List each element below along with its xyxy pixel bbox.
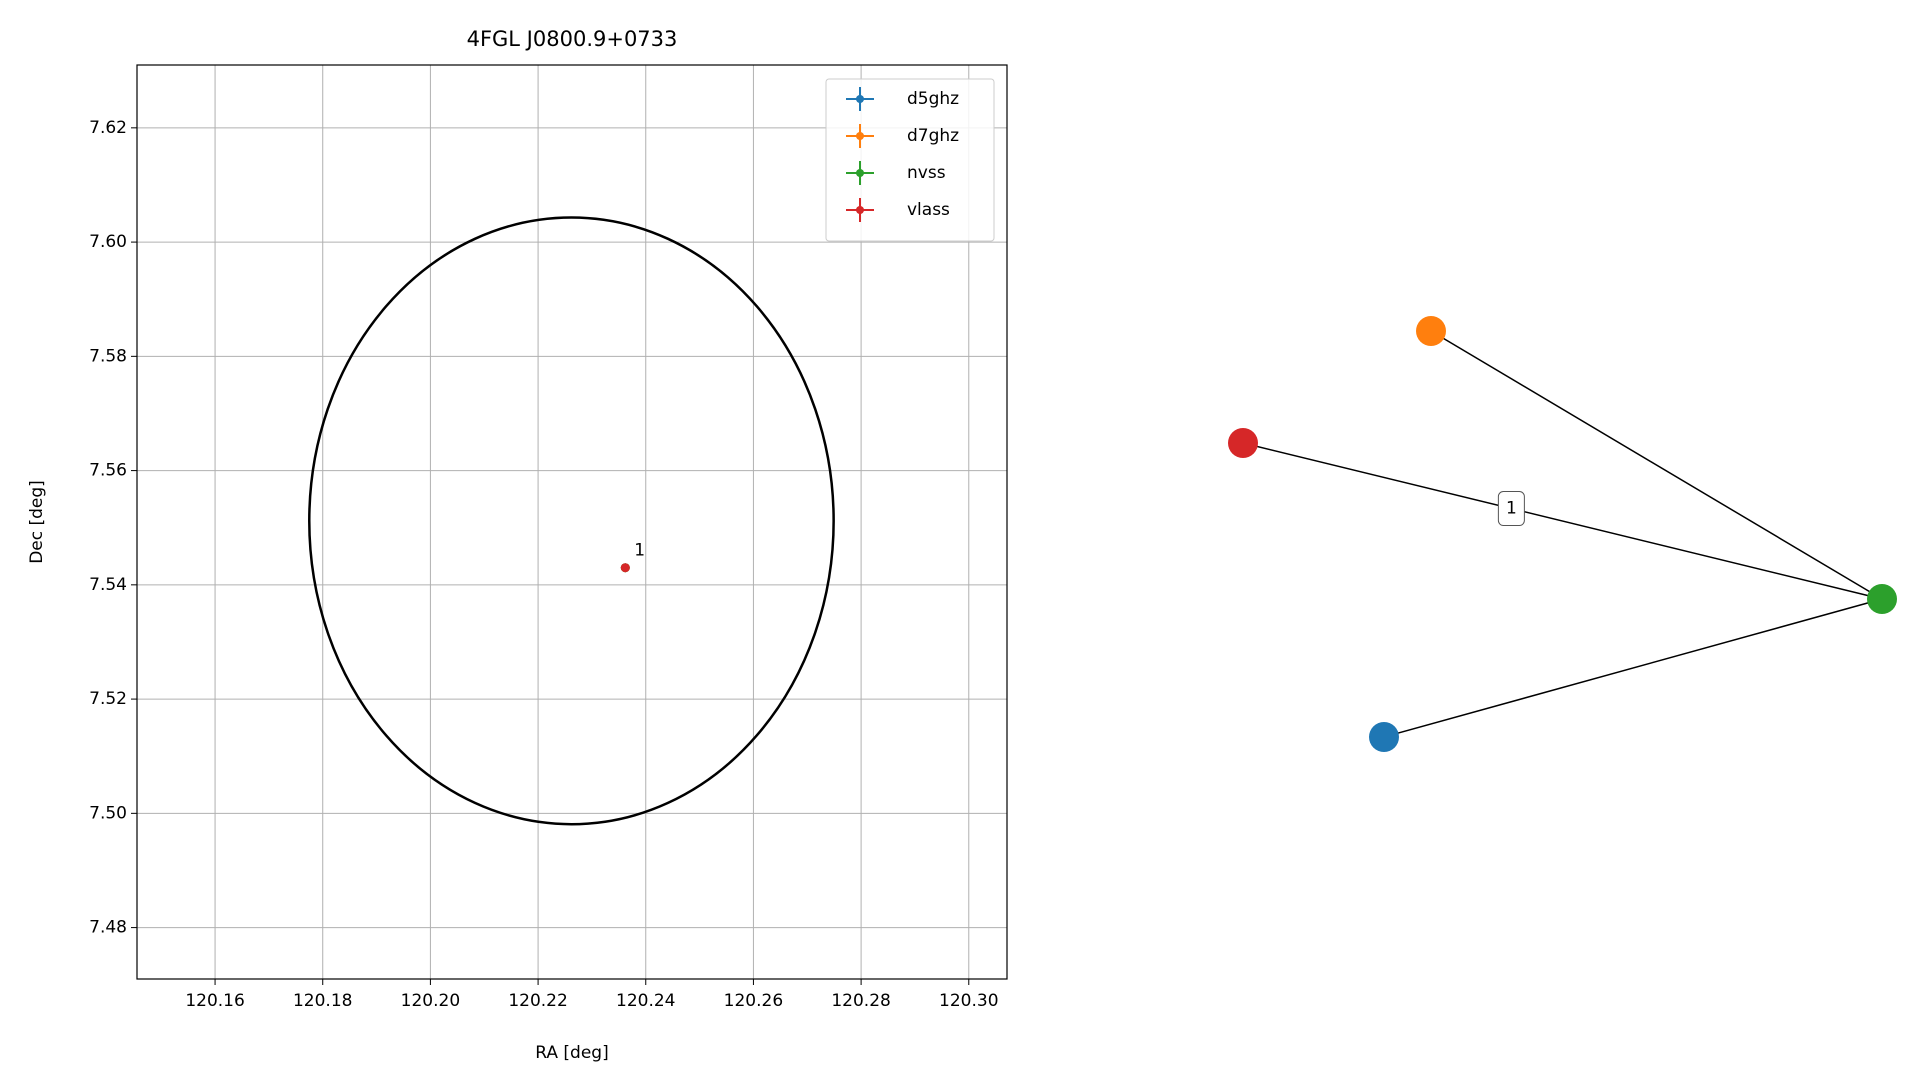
legend-marker [856,169,864,177]
y-tick-label: 7.58 [89,346,127,366]
node [1416,316,1446,346]
chart-title: 4FGL J0800.9+0733 [467,27,678,51]
node [1369,722,1399,752]
y-tick-label: 7.48 [89,918,127,938]
legend-marker [856,206,864,214]
edge [1430,330,1883,600]
y-tick-label: 7.54 [89,575,127,595]
edge [1242,442,1883,600]
y-tick-label: 7.50 [89,803,127,823]
legend-label: vlass [907,200,950,220]
x-tick-label: 120.20 [401,991,460,1011]
node [1228,428,1258,458]
legend-label: d5ghz [907,89,959,109]
error-ellipse [308,216,835,826]
y-tick-label: 7.60 [89,232,127,252]
x-tick-label: 120.22 [508,991,567,1011]
legend-marker [856,132,864,140]
axes-frame [136,64,1008,980]
y-tick-label: 7.52 [89,689,127,709]
x-axis-label: RA [deg] [535,1043,608,1063]
edge [1383,598,1883,738]
legend-marker [856,95,864,103]
point [620,563,630,573]
x-tick-label: 120.18 [293,991,352,1011]
x-tick-label: 120.30 [939,991,998,1011]
x-tick-label: 120.26 [724,991,783,1011]
edge-label-box [1497,491,1525,527]
node [1867,584,1897,614]
x-tick-label: 120.16 [185,991,244,1011]
x-tick-label: 120.28 [831,991,890,1011]
y-tick-label: 7.62 [89,118,127,138]
legend-label: d7ghz [907,126,959,146]
edge-label: 1 [1506,499,1517,519]
y-axis-label: Dec [deg] [27,480,47,564]
annotation: 1 [634,541,645,561]
y-tick-label: 7.56 [89,461,127,481]
legend-box [825,78,995,242]
legend-label: nvss [907,163,946,183]
x-tick-label: 120.24 [616,991,675,1011]
